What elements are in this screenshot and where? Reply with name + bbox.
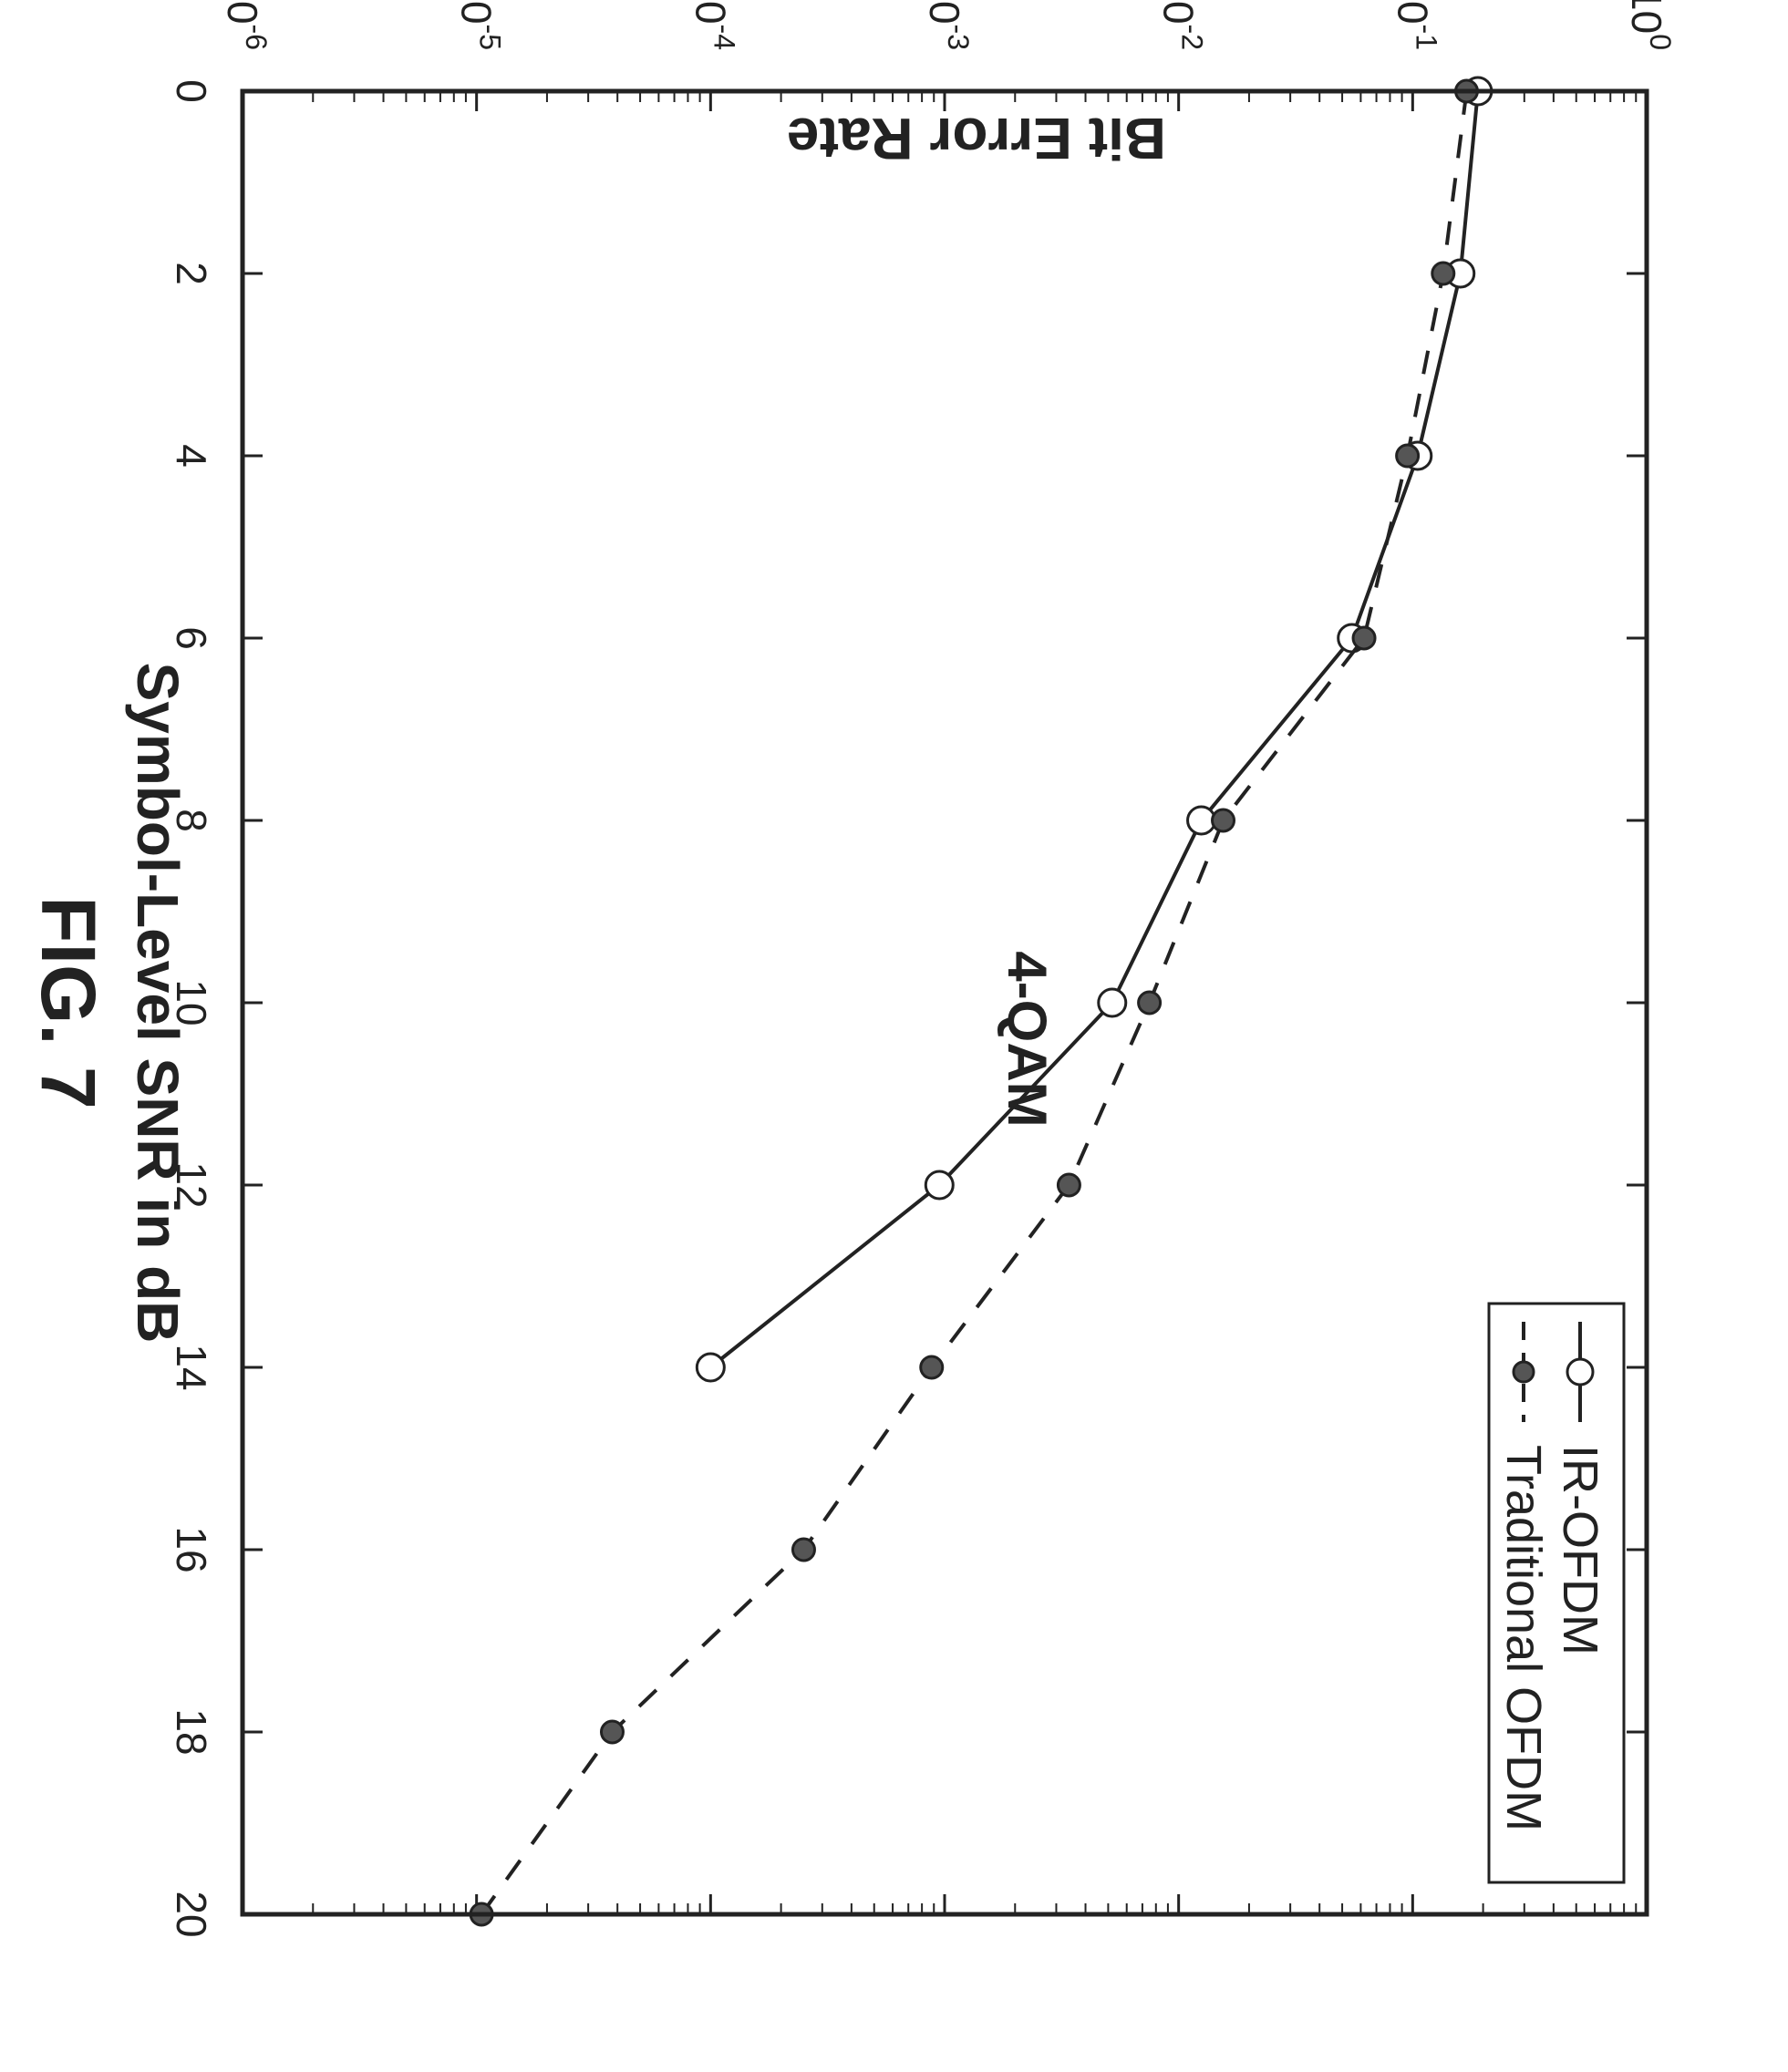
x-tick-label: 20 bbox=[168, 1891, 215, 1937]
data-point bbox=[1137, 990, 1163, 1015]
y-tick-label: 10-3 bbox=[921, 0, 975, 50]
x-axis-ticks: 0 2 4 6 8 10 12 14 16 18 20 bbox=[168, 79, 1647, 1938]
x-tick-label: 2 bbox=[168, 262, 215, 285]
x-axis-label: Symbol-Level SNR in dB bbox=[125, 663, 191, 1344]
series-1 bbox=[695, 76, 1493, 1383]
x-tick-label: 16 bbox=[168, 1526, 215, 1572]
x-tick-label: 18 bbox=[168, 1708, 215, 1755]
data-point bbox=[1395, 443, 1421, 469]
figure-caption: FIG. 7 bbox=[26, 896, 111, 1108]
series-2 bbox=[469, 78, 1479, 1927]
legend-marker bbox=[1566, 1357, 1595, 1386]
x-tick-label: 4 bbox=[168, 444, 215, 468]
y-tick-label: 10-1 bbox=[1389, 0, 1442, 50]
y-axis-ticks: 100 10-1 10-2 10-3 10-4 10-5 10-6 bbox=[219, 0, 1677, 1914]
x-tick-label: 8 bbox=[168, 809, 215, 832]
x-tick-label: 10 bbox=[168, 979, 215, 1026]
chart-title: 4-QAM bbox=[997, 951, 1058, 1127]
data-point bbox=[924, 1170, 955, 1201]
data-point bbox=[695, 1352, 726, 1383]
data-point bbox=[1056, 1172, 1081, 1198]
legend-label: Traditional OFDM bbox=[1496, 1445, 1551, 1831]
x-tick-label: 6 bbox=[168, 626, 215, 650]
data-point bbox=[1097, 987, 1128, 1018]
y-tick-label: 10-2 bbox=[1155, 0, 1209, 50]
legend-box bbox=[1487, 1302, 1626, 1884]
data-point bbox=[1211, 808, 1236, 833]
y-axis-label: Bit Error Rate bbox=[787, 106, 1166, 171]
series-line bbox=[480, 90, 1469, 1916]
legend-marker bbox=[1512, 1360, 1535, 1384]
y-tick-label: 10-4 bbox=[687, 0, 740, 50]
y-tick-label: 10-6 bbox=[219, 0, 273, 50]
y-tick-label: 100 bbox=[1623, 0, 1677, 50]
data-point bbox=[599, 1719, 625, 1745]
data-point bbox=[1351, 625, 1377, 651]
series-line bbox=[709, 90, 1480, 1369]
x-tick-label: 14 bbox=[168, 1344, 215, 1390]
x-tick-label: 12 bbox=[168, 1161, 215, 1208]
legend-label: IR-OFDM bbox=[1553, 1445, 1607, 1655]
plot-series bbox=[469, 76, 1493, 1927]
x-tick-label: 0 bbox=[168, 79, 215, 103]
y-tick-label: 10-5 bbox=[453, 0, 507, 50]
plot-area-frame bbox=[240, 88, 1649, 1917]
data-point bbox=[1431, 261, 1456, 286]
data-point bbox=[919, 1355, 945, 1380]
data-point bbox=[791, 1537, 816, 1562]
